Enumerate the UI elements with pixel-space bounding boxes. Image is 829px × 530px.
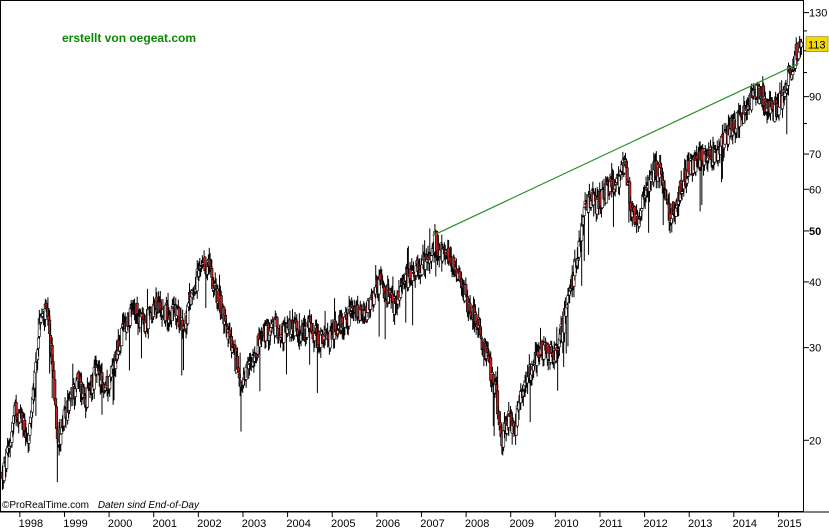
candle-body bbox=[236, 367, 240, 373]
candle-body bbox=[224, 315, 228, 322]
candle-body bbox=[479, 336, 483, 339]
trendline bbox=[432, 63, 799, 237]
candle-body bbox=[52, 370, 56, 379]
x-tick-label: 2001 bbox=[152, 518, 176, 530]
candle-body bbox=[515, 405, 519, 427]
candle-body bbox=[210, 268, 214, 278]
x-tick-label: 2002 bbox=[197, 518, 221, 530]
x-tick-label: 2007 bbox=[420, 518, 444, 530]
last-value-label: 113 bbox=[808, 40, 826, 52]
candle-body bbox=[680, 191, 684, 194]
candle-body bbox=[305, 325, 309, 338]
x-tick-label: 2005 bbox=[331, 518, 355, 530]
x-tick-label: 2015 bbox=[777, 518, 801, 530]
candle-body bbox=[85, 387, 89, 408]
candle-body bbox=[296, 329, 300, 336]
candles bbox=[0, 35, 803, 490]
candle-body bbox=[625, 167, 629, 186]
last-value-badge: 113 bbox=[805, 36, 829, 52]
footer-note: Daten sind End-of-Day bbox=[97, 500, 199, 511]
candle-body bbox=[264, 325, 268, 342]
y-tick-label: 60 bbox=[809, 184, 821, 196]
candle-body bbox=[464, 283, 468, 295]
y-tick-label: 30 bbox=[809, 343, 821, 355]
x-tick-label: 2013 bbox=[688, 518, 712, 530]
candle-body bbox=[716, 149, 720, 161]
candle-body bbox=[641, 194, 645, 209]
candle-body bbox=[674, 207, 678, 217]
candle-body bbox=[195, 268, 199, 292]
plot-frame bbox=[0, 0, 804, 512]
y-tick-label: 90 bbox=[809, 92, 821, 104]
candle-body bbox=[120, 327, 124, 346]
y-tick-label: 20 bbox=[809, 435, 821, 447]
y-tick-label: 40 bbox=[809, 277, 821, 289]
x-tick-label: 2008 bbox=[465, 518, 489, 530]
candle-body bbox=[587, 194, 591, 198]
candle-body bbox=[399, 286, 403, 298]
x-axis: 1998 1999 2000 2001 2002 2003 2004 2005 2006 2007… bbox=[19, 512, 802, 530]
y-tick-label: 130 bbox=[809, 8, 827, 20]
candle-body bbox=[458, 271, 462, 282]
candle-body bbox=[92, 367, 96, 390]
candle-body bbox=[618, 171, 622, 176]
candle-body bbox=[498, 422, 502, 427]
candle-body bbox=[295, 320, 299, 329]
x-tick-label: 2014 bbox=[733, 518, 757, 530]
candle-body bbox=[67, 399, 71, 411]
candle-body bbox=[430, 255, 434, 262]
x-tick-label: 2000 bbox=[108, 518, 132, 530]
candle-body bbox=[53, 379, 57, 401]
candle-body bbox=[282, 324, 286, 343]
candle-body bbox=[224, 323, 228, 326]
candle-body bbox=[59, 434, 63, 445]
candle-body bbox=[797, 51, 801, 59]
candle-body bbox=[309, 323, 313, 333]
candle-body bbox=[54, 398, 58, 406]
candle-body bbox=[219, 295, 223, 316]
x-tick-label: 1998 bbox=[19, 518, 43, 530]
candle-body bbox=[793, 54, 797, 69]
last-value-box bbox=[805, 36, 829, 52]
candle-body bbox=[582, 207, 586, 216]
footer: ©ProRealTime.com Daten sind End-of-Day bbox=[2, 500, 199, 511]
candle-body bbox=[777, 106, 781, 116]
x-tick-label: 2010 bbox=[554, 518, 578, 530]
candle-body bbox=[799, 41, 803, 48]
candle-body bbox=[193, 292, 197, 295]
candle-body bbox=[275, 317, 279, 327]
candle-body bbox=[351, 305, 355, 309]
x-tick-label: 2006 bbox=[376, 518, 400, 530]
y-tick-label: 70 bbox=[809, 149, 821, 161]
candle-body bbox=[791, 71, 795, 76]
y-tick-label: 50 bbox=[809, 226, 821, 238]
candle-body bbox=[489, 357, 493, 381]
x-tick-label: 2009 bbox=[509, 518, 533, 530]
candle-body bbox=[538, 355, 542, 358]
x-tick-label: 2003 bbox=[242, 518, 266, 530]
x-tick-label: 2011 bbox=[599, 518, 623, 530]
candle-body bbox=[640, 208, 644, 212]
candle-body bbox=[502, 430, 506, 448]
x-tick-label: 1999 bbox=[63, 518, 87, 530]
credit-label: erstellt von oegeat.com bbox=[62, 31, 197, 45]
candle-body bbox=[28, 423, 32, 436]
candle-body bbox=[532, 364, 536, 367]
candle-body bbox=[54, 406, 58, 429]
candle-body bbox=[2, 462, 6, 481]
candle-body bbox=[36, 337, 40, 349]
candle-body bbox=[135, 302, 139, 314]
y-axis: 130 90 70 60 50 40 30 20 bbox=[804, 8, 827, 447]
x-tick-label: 2012 bbox=[643, 518, 667, 530]
footer-brand: ©ProRealTime.com bbox=[2, 500, 90, 511]
candle-body bbox=[356, 304, 360, 318]
candle-body bbox=[617, 175, 621, 188]
x-tick-label: 2004 bbox=[286, 518, 310, 530]
candle-body bbox=[491, 373, 495, 384]
